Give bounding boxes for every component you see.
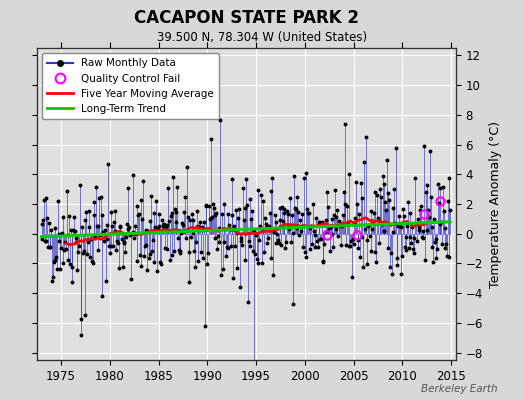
Legend: Raw Monthly Data, Quality Control Fail, Five Year Moving Average, Long-Term Tren: Raw Monthly Data, Quality Control Fail, …: [42, 53, 220, 119]
Text: 39.500 N, 78.304 W (United States): 39.500 N, 78.304 W (United States): [157, 32, 367, 44]
Y-axis label: Temperature Anomaly (°C): Temperature Anomaly (°C): [488, 120, 501, 288]
Title: CACAPON STATE PARK 2: CACAPON STATE PARK 2: [134, 9, 359, 27]
Text: Berkeley Earth: Berkeley Earth: [421, 384, 498, 394]
